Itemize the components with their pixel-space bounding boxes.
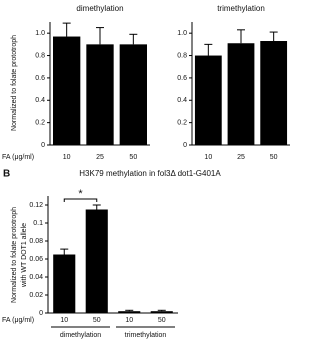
y-tick-label: 0 [183, 142, 187, 149]
bar [119, 44, 147, 146]
bar [85, 209, 108, 313]
y-tick-label: 0.8 [35, 52, 45, 59]
y-tick-label: 0.04 [29, 274, 43, 281]
y-tick-label: 0.4 [35, 97, 45, 104]
y-tick-label: 0.6 [177, 75, 187, 82]
y-tick-label: 0.12 [29, 202, 43, 209]
x-axis-label: FA (μg/ml) [2, 317, 34, 324]
y-tick-label: 0.6 [35, 75, 45, 82]
chart-title: H3K79 methylation in fol3Δ dot1-G401A [79, 169, 221, 178]
bar [194, 55, 222, 145]
x-tick-label: 50 [158, 317, 166, 324]
bar [227, 43, 255, 145]
bar [86, 44, 114, 146]
chart-title: dimethylation [76, 4, 123, 13]
group-label: trimethylation [125, 332, 167, 339]
y-tick-label: 0.2 [177, 119, 187, 126]
y-tick-label: 0 [41, 142, 45, 149]
bar [150, 311, 173, 313]
y-axis-label: with WT DOT1 allele [21, 223, 28, 288]
y-axis-label: Normalized to folate prototroph [11, 35, 18, 131]
x-tick-label: 10 [60, 317, 68, 324]
bar [118, 311, 141, 313]
y-tick-label: 1.0 [35, 30, 45, 37]
y-tick-label: 0.06 [29, 256, 43, 263]
y-tick-label: 0.1 [33, 220, 43, 227]
y-tick-label: 1.0 [177, 30, 187, 37]
y-tick-label: 0.02 [29, 292, 43, 299]
y-tick-label: 0.4 [177, 97, 187, 104]
x-tick-label: 10 [204, 154, 212, 161]
figure: dimethylation 0 0.2 0.4 0.6 0.8 1.0 Normalized … [2, 4, 290, 339]
x-tick-label: 50 [129, 154, 137, 161]
panel-label: B [3, 169, 10, 180]
x-tick-label: 25 [96, 154, 104, 161]
x-tick-label: 10 [125, 317, 133, 324]
x-tick-label: 25 [237, 154, 245, 161]
y-tick-label: 0.2 [35, 119, 45, 126]
x-tick-label: 10 [63, 154, 71, 161]
group-label: dimethylation [60, 332, 101, 339]
annotation: * [78, 188, 83, 200]
y-axis-label: Normalized to folate prototroph [11, 207, 18, 303]
x-axis-label: FA (μg/ml) [2, 154, 34, 161]
bar [53, 36, 81, 145]
y-tick-label: 0 [39, 310, 43, 317]
y-tick-label: 0.08 [29, 238, 43, 245]
bar [53, 254, 76, 313]
significance-bracket [63, 198, 98, 202]
x-tick-label: 50 [93, 317, 101, 324]
chart-title: trimethylation [217, 4, 265, 13]
y-tick-label: 0.8 [177, 52, 187, 59]
bar [260, 41, 288, 145]
x-tick-label: 50 [270, 154, 278, 161]
